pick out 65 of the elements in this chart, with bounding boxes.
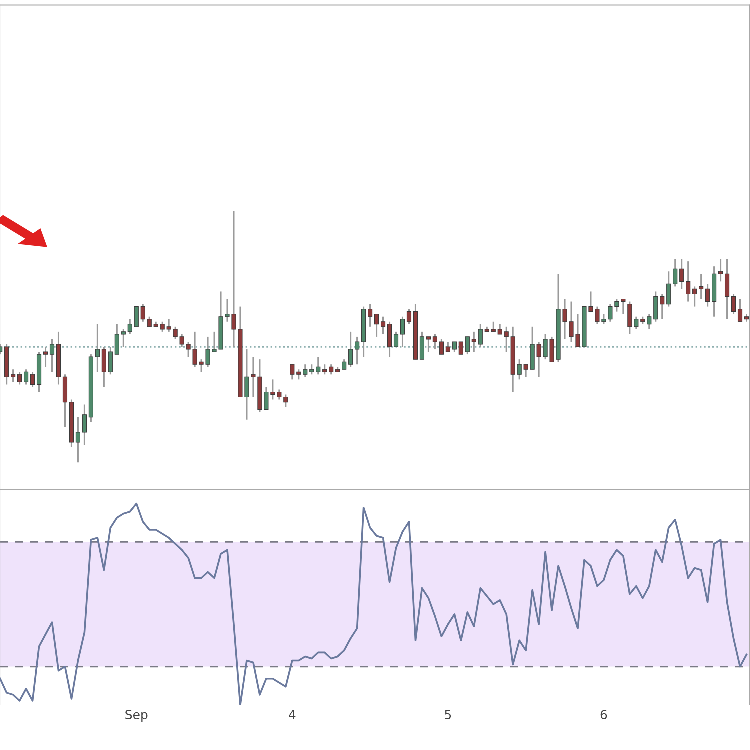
candlestick — [43, 346, 48, 368]
candlestick — [322, 364, 328, 376]
candlestick — [439, 338, 444, 356]
candlestick — [102, 346, 106, 388]
candlestick — [134, 306, 139, 328]
candlestick — [400, 316, 406, 348]
candlestick — [465, 336, 470, 356]
candlestick — [706, 283, 710, 308]
candlestick — [654, 290, 658, 323]
candlestick — [692, 286, 698, 308]
candlestick — [738, 298, 743, 323]
candlestick — [686, 260, 691, 303]
candlestick — [82, 404, 87, 446]
candlestick — [406, 308, 412, 326]
candlestick — [76, 416, 81, 464]
candlestick — [673, 258, 678, 288]
candlestick — [147, 316, 152, 328]
candlestick — [355, 336, 360, 366]
candlestick — [491, 321, 496, 333]
candlestick — [718, 258, 724, 282]
candlestick — [731, 293, 736, 316]
candlestick — [329, 364, 334, 376]
candlestick — [666, 270, 672, 308]
candlestick — [498, 324, 502, 336]
candlestick — [50, 338, 55, 373]
candlestick — [290, 364, 295, 380]
x-tick-label: 5 — [445, 710, 452, 720]
candlestick — [374, 314, 380, 338]
candlestick — [18, 371, 22, 386]
candlestick — [296, 368, 302, 380]
candlestick — [446, 341, 450, 353]
candlestick — [458, 342, 464, 355]
candlestick — [660, 293, 665, 320]
candlestick — [128, 318, 132, 336]
candlestick — [310, 364, 314, 376]
candlestick — [680, 258, 684, 290]
candlestick — [647, 314, 652, 330]
candlestick — [478, 324, 483, 348]
candlestick — [699, 273, 704, 300]
x-tick-label: 6 — [600, 710, 608, 720]
candlestick — [472, 331, 476, 353]
candlestick — [95, 324, 100, 373]
candlestick — [24, 368, 29, 386]
x-tick-label: 4 — [289, 710, 296, 720]
candlestick — [342, 358, 347, 370]
candlestick — [724, 258, 730, 320]
candlestick — [108, 346, 113, 376]
candlestick — [452, 341, 457, 353]
candlestick — [387, 321, 392, 358]
candlestick — [121, 328, 126, 348]
candlestick — [30, 371, 36, 388]
x-tick-label: Sep — [126, 710, 148, 722]
candlestick — [11, 368, 16, 383]
candlestick — [316, 356, 321, 376]
candlestick — [426, 336, 432, 353]
candlestick — [348, 331, 354, 368]
candlestick — [432, 334, 438, 350]
candlestick — [140, 304, 146, 323]
candlestick — [394, 331, 399, 348]
candlestick — [420, 331, 425, 360]
candlestick — [114, 324, 120, 356]
candlestick — [303, 364, 308, 378]
candlestick — [368, 304, 373, 328]
candlestick — [380, 316, 386, 336]
candlestick — [504, 326, 509, 353]
